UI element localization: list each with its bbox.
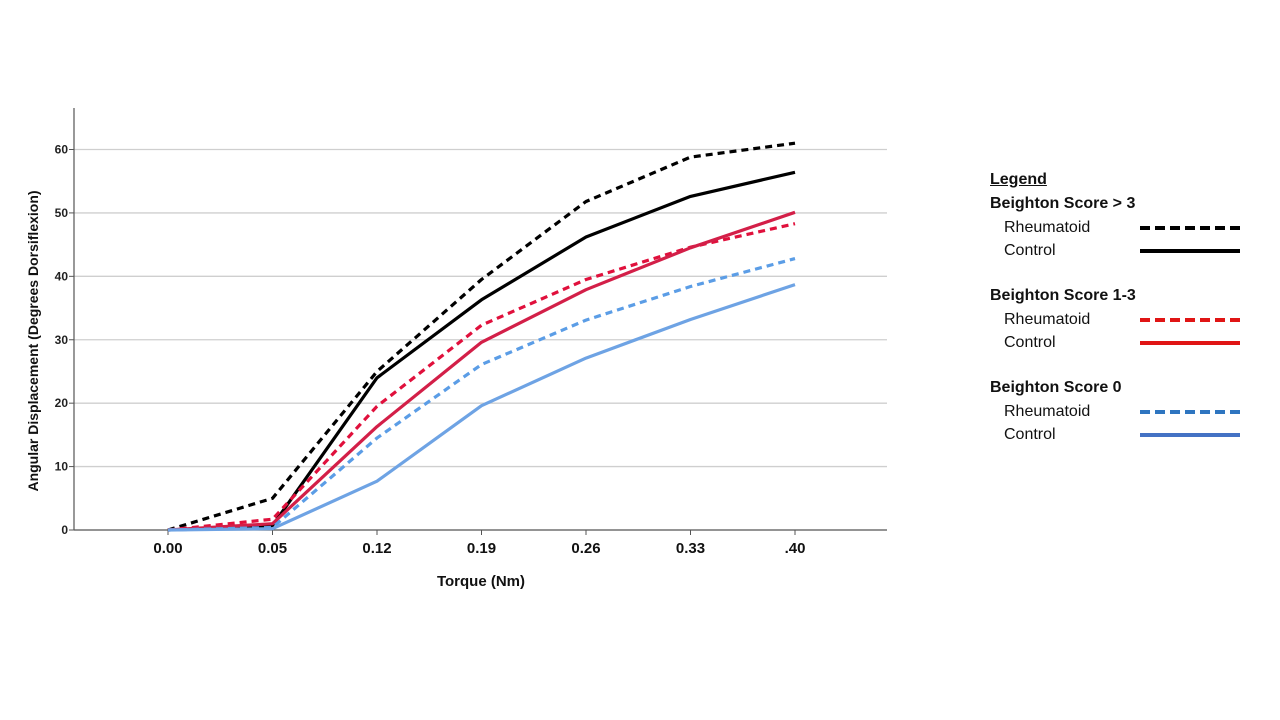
legend-swatch-solid xyxy=(1140,433,1240,437)
legend-entry-label: Control xyxy=(1004,426,1056,443)
y-tick-label: 60 xyxy=(55,143,69,157)
x-tick-label: 0.26 xyxy=(571,540,600,557)
legend-group-title: Beighton Score > 3 xyxy=(990,195,1136,212)
legend-entry: Rheumatoid xyxy=(990,400,1250,423)
y-tick-label: 40 xyxy=(55,269,69,283)
y-tick-label: 20 xyxy=(55,396,69,410)
series-line-beighton-score-0-rheumatoid xyxy=(167,257,796,532)
legend-entry-label: Rheumatoid xyxy=(1004,311,1091,328)
series-line-beighton-score-3-control xyxy=(167,170,796,532)
x-tick-label: 0.00 xyxy=(153,540,182,557)
legend-swatch-dashed xyxy=(1140,226,1240,230)
gridlines xyxy=(74,148,887,468)
y-tick-label: 0 xyxy=(61,523,68,537)
legend-group: Beighton Score 1-3 Rheumatoid Control xyxy=(990,284,1250,354)
legend-entry-label: Control xyxy=(1004,242,1056,259)
y-tick-label: 30 xyxy=(55,333,69,347)
x-tick-label: 0.05 xyxy=(258,540,287,557)
y-tick-label: 50 xyxy=(55,206,69,220)
legend-swatch-dashed xyxy=(1140,318,1240,322)
legend-swatch-solid xyxy=(1140,249,1240,253)
legend-entry: Control xyxy=(990,331,1250,354)
legend: Legend Beighton Score > 3 Rheumatoid Con… xyxy=(990,168,1250,468)
legend-swatch-dashed xyxy=(1140,410,1240,414)
legend-swatch-solid xyxy=(1140,341,1240,345)
y-axis-title: Angular Displacement (Degrees Dorsiflexi… xyxy=(25,190,41,491)
legend-entry: Rheumatoid xyxy=(990,308,1250,331)
series-line-beighton-score-1-3-control xyxy=(167,210,796,532)
legend-group-title: Beighton Score 0 xyxy=(990,379,1122,396)
legend-entry: Control xyxy=(990,239,1250,262)
x-axis-ticks: 0.00 0.05 0.12 0.19 0.26 0.33 .40 xyxy=(153,530,805,557)
y-axis-ticks: 0 10 20 30 40 50 60 xyxy=(55,143,74,537)
series-line-beighton-score-0-control xyxy=(167,283,796,532)
x-tick-label: 0.33 xyxy=(676,540,705,557)
legend-entry-label: Rheumatoid xyxy=(1004,219,1091,236)
x-tick-label: 0.19 xyxy=(467,540,496,557)
y-tick-label: 10 xyxy=(55,460,69,474)
legend-entry: Control xyxy=(990,423,1250,446)
legend-group: Beighton Score > 3 Rheumatoid Control xyxy=(990,192,1250,262)
legend-group-title: Beighton Score 1-3 xyxy=(990,287,1136,304)
legend-entry-label: Control xyxy=(1004,334,1056,351)
legend-entry-label: Rheumatoid xyxy=(1004,403,1091,420)
legend-entry: Rheumatoid xyxy=(990,216,1250,239)
series-line-beighton-score-3-rheumatoid xyxy=(167,141,796,532)
series-lines xyxy=(167,141,796,532)
x-tick-label: .40 xyxy=(785,540,806,557)
x-tick-label: 0.12 xyxy=(362,540,391,557)
legend-title: Legend xyxy=(990,171,1047,188)
series-line-beighton-score-1-3-rheumatoid xyxy=(167,222,796,532)
legend-group: Beighton Score 0 Rheumatoid Control xyxy=(990,376,1250,446)
x-axis-title: Torque (Nm) xyxy=(437,573,525,590)
